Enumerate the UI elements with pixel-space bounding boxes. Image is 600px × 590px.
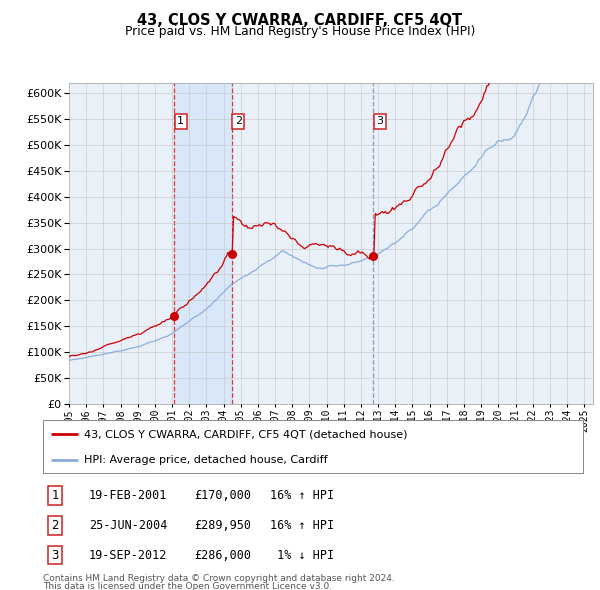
Text: 3: 3: [376, 116, 383, 126]
Text: 3: 3: [52, 549, 59, 562]
Text: HPI: Average price, detached house, Cardiff: HPI: Average price, detached house, Card…: [83, 455, 328, 466]
Text: 2: 2: [235, 116, 242, 126]
Text: 25-JUN-2004: 25-JUN-2004: [89, 519, 167, 532]
Text: 19-SEP-2012: 19-SEP-2012: [89, 549, 167, 562]
Text: 19-FEB-2001: 19-FEB-2001: [89, 489, 167, 502]
Text: Contains HM Land Registry data © Crown copyright and database right 2024.: Contains HM Land Registry data © Crown c…: [43, 574, 395, 583]
Text: 16% ↑ HPI: 16% ↑ HPI: [270, 489, 334, 502]
Text: 1% ↓ HPI: 1% ↓ HPI: [270, 549, 334, 562]
Text: This data is licensed under the Open Government Licence v3.0.: This data is licensed under the Open Gov…: [43, 582, 332, 590]
Text: £289,950: £289,950: [194, 519, 251, 532]
Text: 43, CLOS Y CWARRA, CARDIFF, CF5 4QT (detached house): 43, CLOS Y CWARRA, CARDIFF, CF5 4QT (det…: [83, 430, 407, 440]
Text: 1: 1: [52, 489, 59, 502]
Text: 16% ↑ HPI: 16% ↑ HPI: [270, 519, 334, 532]
Text: 2: 2: [52, 519, 59, 532]
Text: 1: 1: [177, 116, 184, 126]
Text: Price paid vs. HM Land Registry's House Price Index (HPI): Price paid vs. HM Land Registry's House …: [125, 25, 475, 38]
Text: 43, CLOS Y CWARRA, CARDIFF, CF5 4QT: 43, CLOS Y CWARRA, CARDIFF, CF5 4QT: [137, 13, 463, 28]
Text: £170,000: £170,000: [194, 489, 251, 502]
Text: £286,000: £286,000: [194, 549, 251, 562]
Bar: [174, 83, 232, 404]
